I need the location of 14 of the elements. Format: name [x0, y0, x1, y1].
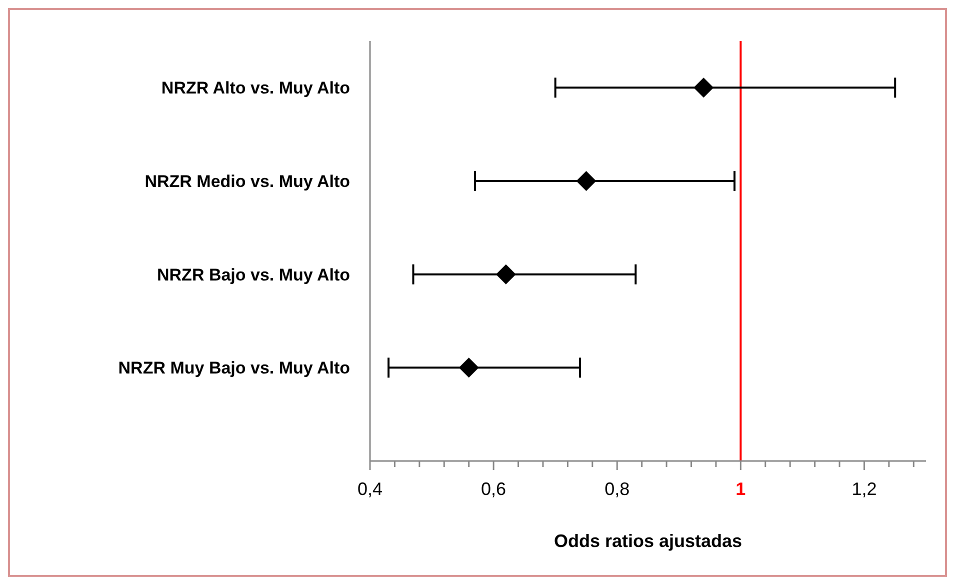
x-tick-label: 1: [736, 479, 746, 499]
y-tick-label: NRZR Medio vs. Muy Alto: [144, 172, 350, 191]
x-tick-label: 0,4: [357, 479, 383, 499]
x-tick-label: 1,2: [852, 479, 877, 499]
x-tick-label: 0,6: [481, 479, 506, 499]
point: [576, 171, 596, 191]
point: [496, 264, 516, 284]
point: [694, 78, 714, 98]
point: [458, 358, 479, 378]
y-tick-label: NRZR Bajo vs. Muy Alto: [157, 265, 350, 284]
x-axis-title: Odds ratios ajustadas: [554, 531, 742, 551]
y-tick-label: NRZR Alto vs. Muy Alto: [161, 78, 350, 98]
y-tick-label: NRZR Muy Bajo vs. Muy Alto: [118, 358, 350, 378]
x-tick-label: 0,8: [604, 479, 630, 499]
